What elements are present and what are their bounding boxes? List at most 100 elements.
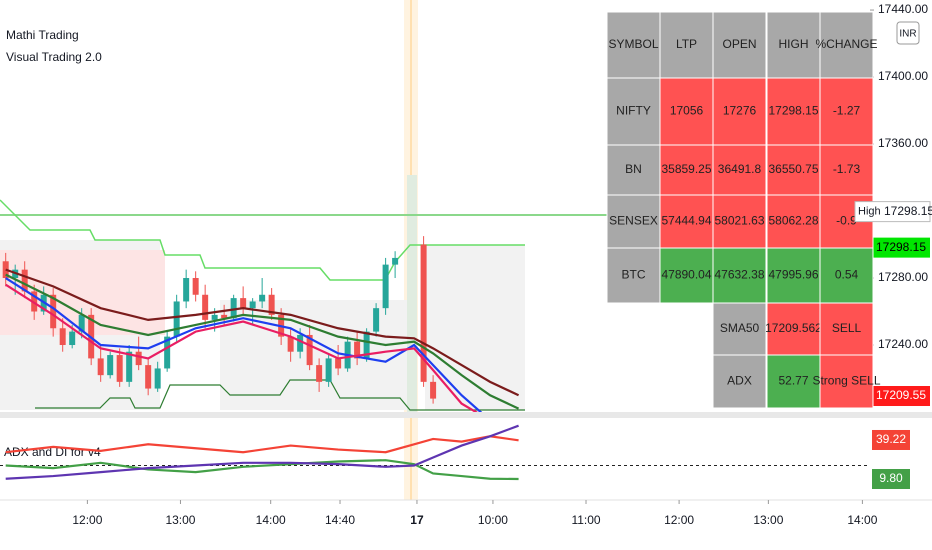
candle-body	[373, 308, 380, 332]
table-text: 47890.04	[661, 268, 711, 282]
table-text: 17056	[670, 104, 704, 118]
candle-body	[268, 294, 275, 315]
lower-band	[35, 379, 525, 411]
x-tick-label: 17	[410, 513, 424, 527]
table-cell	[819, 77, 874, 146]
indicator-tag	[872, 469, 910, 490]
candle-body	[430, 381, 437, 399]
currency-label: INR	[899, 29, 916, 40]
table-symbol-text: BN	[625, 162, 642, 176]
price-tag-label: 17298.15	[876, 240, 926, 254]
x-tick-label: 11:00	[571, 513, 600, 527]
table-text: Strong SELL	[812, 374, 880, 388]
y-tick-label: 17240.00	[878, 337, 928, 351]
table-cell	[766, 302, 821, 356]
table-symbol-cell	[606, 247, 661, 304]
candle-body	[116, 355, 123, 382]
table-text: -0.9	[836, 214, 857, 228]
candle-body	[316, 365, 323, 382]
moving-average	[5, 273, 520, 410]
candle-body	[192, 278, 199, 295]
table-header-cell	[712, 11, 767, 79]
table-text: SELL	[832, 321, 862, 335]
price-tag	[872, 386, 930, 407]
candle-body	[202, 294, 209, 320]
table-cell	[766, 354, 821, 409]
x-tick-label: 10:00	[478, 513, 508, 527]
y-tick-label: 17280.00	[878, 270, 928, 284]
candle-body	[306, 334, 313, 366]
indicator-tag-label: 9.80	[879, 471, 903, 485]
candle-body	[59, 328, 66, 346]
table-text: 36491.8	[718, 162, 762, 176]
high-tag-name: High	[858, 206, 881, 218]
chart-subtitle: Visual Trading 2.0	[6, 50, 102, 64]
candle-body	[420, 244, 427, 382]
table-header-cell	[819, 11, 874, 79]
x-tick-label: 13:00	[165, 513, 195, 527]
table-cell	[819, 302, 874, 356]
candle-body	[382, 264, 389, 309]
pane-gap	[0, 412, 932, 418]
table-text: 0.54	[835, 268, 859, 282]
table-indicator-cell	[712, 354, 767, 409]
x-tick-label: 14:00	[847, 513, 877, 527]
candle-body	[145, 365, 152, 389]
candle-body	[78, 314, 85, 332]
table-text: -1.73	[833, 162, 861, 176]
table-text: 36550.75	[768, 162, 818, 176]
indicator-line	[5, 435, 519, 454]
table-header-text: %CHANGE	[815, 37, 877, 51]
candle-body	[240, 298, 247, 309]
table-indicator-text: ADX	[727, 374, 752, 388]
table-text: 17276	[723, 104, 757, 118]
table-symbol-text: SENSEX	[609, 214, 658, 228]
indicator-pane	[0, 424, 870, 481]
table-cell	[766, 144, 821, 196]
table-text: 35859.25	[661, 162, 711, 176]
chart-title: Mathi Trading	[6, 28, 79, 42]
price-tag-label: 17209.55	[876, 388, 926, 402]
candle-body	[325, 358, 332, 382]
table-header-text: OPEN	[722, 37, 756, 51]
y-tick-label: 17400.00	[878, 69, 928, 83]
table-cell	[659, 144, 714, 196]
table-cell	[712, 144, 767, 196]
zone-box	[407, 175, 417, 415]
price-tag	[872, 237, 930, 258]
table-text: 47632.38	[714, 268, 764, 282]
indicator-tag	[872, 429, 910, 450]
candle-body	[126, 351, 133, 382]
table-text: 58021.63	[714, 214, 764, 228]
candle-body	[135, 351, 142, 366]
candle-body	[392, 257, 399, 265]
table-text: 17209.562	[765, 321, 822, 335]
table-text: 17298.15	[768, 104, 818, 118]
table-cell	[659, 247, 714, 304]
x-tick-label: 12:00	[664, 513, 694, 527]
table-indicator-text: SMA50	[720, 321, 760, 335]
moving-average	[5, 268, 520, 397]
high-tag	[854, 201, 931, 223]
candle-body	[354, 341, 361, 359]
candle-body	[97, 358, 104, 376]
currency-box[interactable]	[896, 21, 920, 45]
candle-body	[259, 294, 266, 302]
table-header-text: LTP	[676, 37, 697, 51]
zone-box	[425, 245, 525, 410]
table-text: -1.27	[833, 104, 861, 118]
indicator-line	[5, 424, 519, 480]
table-text: 47995.96	[768, 268, 818, 282]
upper-band	[0, 199, 525, 281]
candle-body	[107, 355, 114, 376]
table-cell	[766, 77, 821, 146]
moving-average	[5, 277, 483, 412]
table-cell	[819, 144, 874, 196]
candle-body	[164, 336, 171, 369]
table-header-cell	[659, 11, 714, 79]
candle-body	[363, 331, 370, 359]
candle-body	[21, 269, 28, 292]
x-tick-label: 14:00	[256, 513, 286, 527]
table-text: 58062.28	[768, 214, 818, 228]
table-symbol-text: NIFTY	[616, 104, 651, 118]
